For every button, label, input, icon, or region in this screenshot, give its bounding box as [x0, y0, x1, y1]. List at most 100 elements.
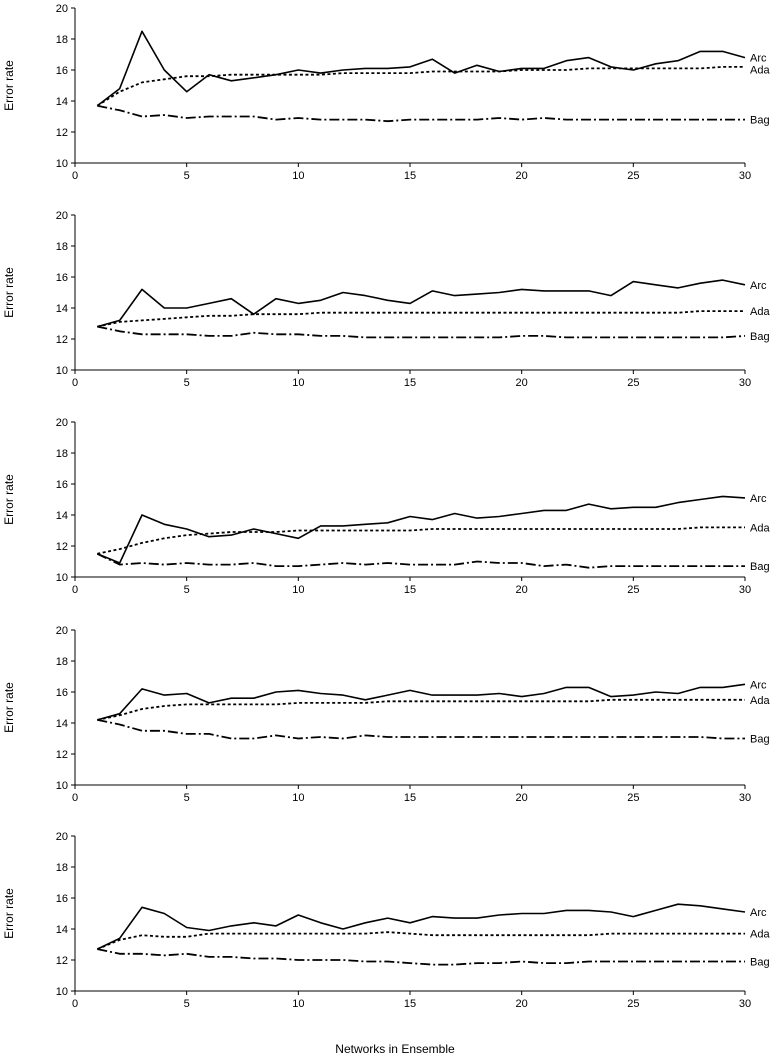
x-tick-label: 30 — [739, 998, 751, 1010]
y-tick-label: 16 — [56, 687, 68, 699]
series-label-bag: Bag — [750, 734, 770, 746]
series-line-ada — [97, 526, 745, 555]
series-line-bag — [97, 719, 745, 740]
series-label-arc: Arc — [750, 907, 767, 919]
series-line-ada — [96, 931, 745, 950]
y-axis-label: Error rate — [2, 682, 16, 733]
x-tick-label: 15 — [404, 998, 416, 1010]
x-tick-label: 10 — [292, 998, 304, 1010]
y-tick-label: 12 — [56, 541, 68, 553]
x-tick-label: 30 — [739, 377, 751, 389]
series-line-arc — [96, 903, 746, 950]
x-tick-label: 25 — [627, 170, 639, 182]
y-tick-label: 10 — [56, 572, 68, 584]
y-tick-label: 14 — [56, 96, 68, 108]
series-line-bag — [96, 552, 745, 569]
series-label-ada: Ada — [750, 65, 770, 77]
y-tick-label: 14 — [56, 303, 68, 315]
x-tick-label: 30 — [739, 584, 751, 596]
series-line-arc — [97, 683, 746, 721]
x-tick-label: 20 — [516, 584, 528, 596]
y-axis-label: Error rate — [2, 60, 16, 111]
y-tick-label: 20 — [56, 831, 68, 843]
y-tick-label: 16 — [56, 893, 68, 905]
y-tick-label: 14 — [56, 718, 68, 730]
series-label-ada: Ada — [750, 522, 770, 534]
series-line-arc — [96, 495, 746, 564]
y-axis-label: Error rate — [2, 888, 16, 939]
chart-panel-4: 10 12 14 16 18 20 0 5 10 15 20 25 30 Error rate Arc Ada… — [2, 625, 770, 804]
x-tick-label: 10 — [292, 792, 304, 804]
chart-panel-2: 10 12 14 16 18 20 0 5 10 15 20 25 30 Error rate Arc Ada… — [2, 210, 770, 389]
series-label-arc: Arc — [750, 280, 767, 292]
x-axis-label: Networks in Ensemble — [335, 1042, 455, 1056]
x-tick-label: 25 — [627, 998, 639, 1010]
series-line-ada — [97, 698, 745, 721]
y-tick-label: 12 — [56, 127, 68, 139]
series-label-bag: Bag — [750, 957, 770, 969]
x-tick-label: 0 — [72, 584, 78, 596]
series-line-ada — [97, 310, 745, 328]
series-label-arc: Arc — [750, 493, 767, 505]
y-tick-label: 14 — [56, 924, 68, 936]
x-tick-label: 0 — [72, 377, 78, 389]
x-tick-label: 5 — [184, 377, 190, 389]
y-tick-label: 14 — [56, 510, 68, 522]
x-tick-label: 15 — [404, 584, 416, 596]
y-tick-label: 16 — [56, 272, 68, 284]
y-tick-label: 10 — [56, 986, 68, 998]
y-tick-label: 18 — [56, 656, 68, 668]
series-label-arc: Arc — [750, 53, 767, 65]
y-axis-label: Error rate — [2, 267, 16, 318]
series-label-bag: Bag — [750, 561, 770, 573]
x-tick-label: 20 — [516, 998, 528, 1010]
x-tick-label: 30 — [739, 170, 751, 182]
x-tick-label: 25 — [627, 377, 639, 389]
chart-panel-5: 10 12 14 16 18 20 0 5 10 15 20 25 30 Error rate Arc Ada… — [2, 831, 770, 1010]
y-tick-label: 16 — [56, 65, 68, 77]
series-label-bag: Bag — [750, 115, 770, 127]
y-axis-label: Error rate — [2, 474, 16, 525]
x-tick-label: 0 — [72, 170, 78, 182]
y-tick-label: 12 — [56, 334, 68, 346]
series-line-bag — [97, 948, 745, 966]
x-tick-label: 10 — [292, 377, 304, 389]
series-line-bag — [97, 325, 746, 339]
x-tick-label: 15 — [404, 377, 416, 389]
series-label-bag: Bag — [750, 331, 770, 343]
x-tick-label: 20 — [516, 377, 528, 389]
x-tick-label: 10 — [292, 170, 304, 182]
series-line-arc — [97, 279, 746, 328]
x-tick-label: 5 — [184, 584, 190, 596]
y-tick-label: 20 — [56, 625, 68, 637]
series-line-bag — [97, 104, 745, 123]
y-tick-label: 20 — [56, 210, 68, 222]
x-tick-label: 25 — [627, 584, 639, 596]
x-tick-label: 20 — [516, 792, 528, 804]
series-label-ada: Ada — [750, 929, 770, 941]
y-tick-label: 10 — [56, 780, 68, 792]
y-tick-label: 18 — [56, 448, 68, 460]
y-tick-label: 18 — [56, 34, 68, 46]
x-tick-label: 10 — [292, 584, 304, 596]
y-tick-label: 10 — [56, 158, 68, 170]
y-tick-label: 12 — [56, 749, 68, 761]
x-tick-label: 30 — [739, 792, 751, 804]
chart-panel-3: 10 12 14 16 18 20 0 5 10 15 20 25 30 Error rate Arc Ada… — [2, 417, 770, 596]
x-tick-label: 0 — [72, 998, 78, 1010]
y-tick-label: 12 — [56, 955, 68, 967]
y-tick-label: 18 — [56, 241, 68, 253]
y-tick-label: 20 — [56, 417, 68, 429]
x-tick-label: 5 — [184, 998, 190, 1010]
x-tick-label: 15 — [404, 170, 416, 182]
series-line-ada — [96, 66, 745, 107]
y-tick-label: 20 — [56, 3, 68, 15]
y-tick-label: 16 — [56, 479, 68, 491]
x-tick-label: 5 — [184, 170, 190, 182]
series-label-arc: Arc — [750, 679, 767, 691]
x-tick-label: 15 — [404, 792, 416, 804]
series-label-ada: Ada — [750, 306, 770, 318]
x-tick-label: 5 — [184, 792, 190, 804]
y-tick-label: 10 — [56, 365, 68, 377]
